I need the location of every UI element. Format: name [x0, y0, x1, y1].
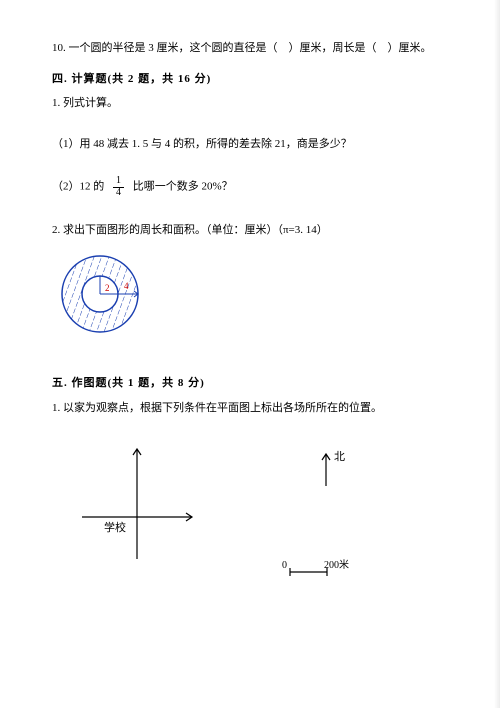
s5-q1: 1. 以家为观察点，根据下列条件在平面图上标出各场所所在的位置。: [52, 400, 448, 417]
page-shadow: [494, 0, 500, 708]
annulus-svg: 2 4: [52, 249, 172, 344]
inner-radius-label: 2: [105, 283, 110, 293]
annulus-figure: 2 4: [52, 249, 448, 350]
s4-q1-1: （1）用 48 减去 1. 5 与 4 的积，所得的差去除 21，商是多少？: [52, 136, 448, 153]
outer-radius-label: 4: [124, 281, 129, 291]
map-figure-area: 学校 北 0 200米: [52, 426, 448, 606]
s4-q1-2-post: 比哪一个数多 20%？: [133, 181, 233, 193]
frac-num: 1: [113, 176, 124, 188]
scale-label: 200米: [324, 558, 349, 571]
s4-q1-2-pre: （2）12 的: [52, 181, 104, 193]
scale-bar-svg: 0 200米: [272, 554, 372, 584]
north-arrow-svg: 北: [312, 436, 352, 491]
fraction-1-4: 1 4: [113, 176, 124, 198]
scale-zero: 0: [282, 560, 287, 571]
frac-den: 4: [113, 188, 124, 199]
s4-q2: 2. 求出下面图形的周长和面积。（单位：厘米）（π=3. 14）: [52, 222, 448, 239]
page: 10. 一个圆的半径是 3 厘米，这个圆的直径是（ ）厘米，周长是（ ）厘米。 …: [0, 0, 500, 708]
north-label: 北: [334, 450, 345, 463]
school-axes-svg: 学校: [62, 441, 222, 581]
s4-q1-2: （2）12 的 1 4 比哪一个数多 20%？: [52, 176, 448, 198]
question-10: 10. 一个圆的半径是 3 厘米，这个圆的直径是（ ）厘米，周长是（ ）厘米。: [52, 40, 448, 57]
section-5-title: 五. 作图题(共 1 题，共 8 分): [52, 375, 448, 392]
section-4-title: 四. 计算题(共 2 题，共 16 分): [52, 71, 448, 88]
school-label: 学校: [104, 520, 126, 534]
s4-q1: 1. 列式计算。: [52, 95, 448, 112]
